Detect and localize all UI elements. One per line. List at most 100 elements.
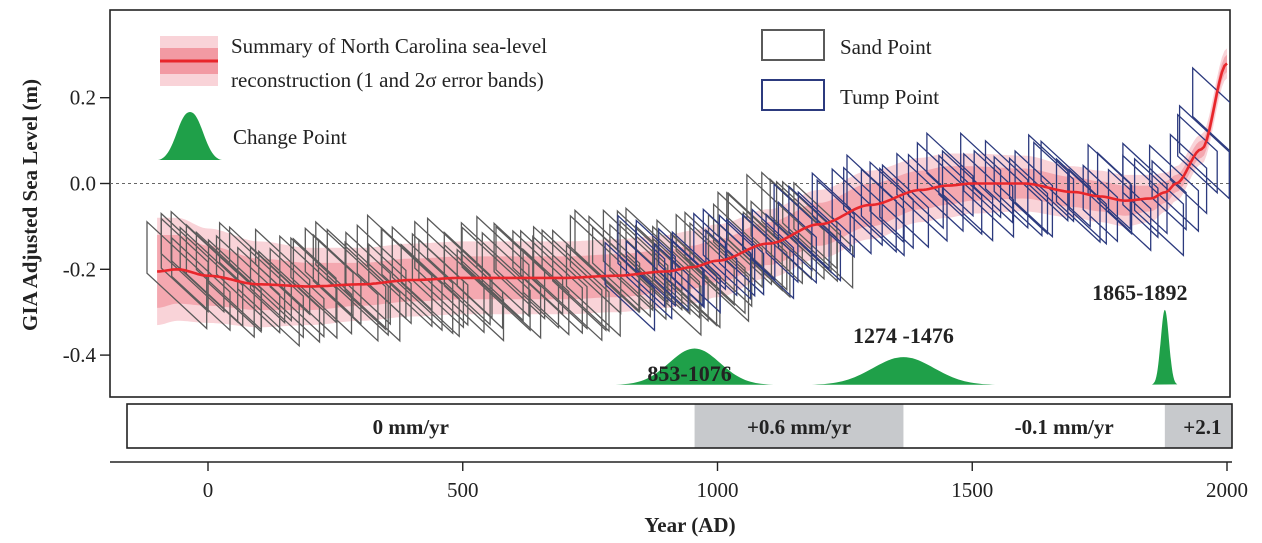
- sand-point-sample-box: [171, 236, 231, 332]
- sand-point-sample-box: [552, 229, 607, 332]
- tump-point-sample-box: [926, 131, 974, 218]
- x-tick-label: 0: [203, 478, 214, 502]
- tump-point-sample-box: [765, 212, 799, 284]
- sand-point-sample-box: [512, 229, 564, 316]
- tump-point-sample-box: [1008, 156, 1049, 236]
- sand-point-sample-box: [541, 228, 610, 333]
- sand-point-sample-box: [218, 221, 286, 325]
- tump-point-sample-box: [671, 230, 721, 314]
- tump-point-sample-box: [788, 184, 830, 271]
- y-axis-label: GIA Adjusted Sea Level (m): [18, 79, 42, 331]
- x-tick-label: 1500: [951, 478, 993, 502]
- sand-point-sample-box: [656, 218, 718, 327]
- tump-point-sample-box: [1055, 157, 1101, 244]
- change-point-distribution: [613, 348, 774, 385]
- sand-point-sample-box: [532, 225, 603, 342]
- sand-point-sample-box: [312, 233, 379, 343]
- x-axis-label: Year (AD): [644, 513, 735, 537]
- tump-point-sample-box: [777, 200, 817, 285]
- sand-point-sample-box: [292, 237, 337, 324]
- tump-point-sample-box: [1068, 168, 1107, 246]
- tump-point-sample-box: [1151, 159, 1187, 231]
- change-point-label: 1865-1892: [1092, 280, 1187, 305]
- tump-point-sample-box: [653, 242, 689, 313]
- y-tick-label: -0.4: [63, 343, 97, 367]
- sand-point-sample-box: [160, 212, 225, 314]
- tump-point-sample-box: [896, 152, 948, 243]
- tump-point-sample-box: [993, 155, 1043, 238]
- change-point-distribution: [1151, 309, 1178, 385]
- change-point-label: 853-1076: [647, 361, 731, 386]
- legend-sand-point-label: Sand Point: [840, 35, 932, 59]
- sand-point-sample-box: [625, 206, 691, 316]
- tump-point-sample-box: [617, 214, 666, 309]
- sand-point-sample-box: [609, 223, 654, 312]
- sand-point-sample-box: [476, 215, 530, 318]
- sand-point-sample-box: [418, 238, 469, 327]
- tump-point-sample-box: [1148, 144, 1200, 233]
- sand-point-sample-box: [619, 219, 669, 304]
- sand-point-sample-box: [290, 236, 353, 336]
- tump-point-sample-box: [938, 154, 983, 236]
- reconstruction-curve: [157, 62, 1228, 288]
- tump-point-sample-box: [702, 207, 752, 301]
- legend-tump-point-swatch: [761, 79, 825, 111]
- tump-point-sample-box: [1033, 141, 1075, 223]
- tump-point-sample-box: [1178, 104, 1230, 201]
- sand-point-sample-box: [461, 225, 531, 332]
- reconstruction-line: [157, 62, 1228, 288]
- rate-period-segment: [1164, 404, 1232, 448]
- tump-point-sample-box: [869, 160, 905, 244]
- sand-point-sample-box: [520, 229, 583, 335]
- rate-period-label: 0 mm/yr: [373, 415, 449, 439]
- sand-point-sample-box: [249, 245, 304, 339]
- rate-period-segment: [903, 404, 1165, 448]
- change-points: 853-1076 1274 -1476 1865-1892: [613, 280, 1188, 386]
- sand-point-sample-box: [793, 181, 838, 270]
- sand-point-sample-box: [460, 221, 524, 322]
- sand-point-sample-box: [315, 220, 387, 331]
- tump-point-sample-box: [811, 171, 851, 253]
- tump-point-sample-box: [797, 190, 842, 282]
- tump-point-sample-box: [860, 167, 905, 257]
- x-tick-label: 1000: [697, 478, 739, 502]
- tump-point-sample-box: [1177, 113, 1218, 195]
- tump-point-sample-box: [1192, 66, 1230, 152]
- tump-point-sample-box: [742, 213, 776, 281]
- tump-point-sample-box: [941, 149, 994, 242]
- tump-point-sample-box: [1133, 157, 1185, 257]
- tump-point-sample-box: [1040, 139, 1091, 228]
- tump-point-sample-box: [973, 149, 1014, 225]
- legend-reconstruction-label-1: Summary of North Carolina sea-level: [231, 34, 547, 58]
- legend-reconstruction-label-2: reconstruction (1 and 2σ error bands): [231, 68, 544, 92]
- sand-point-sample-box: [414, 220, 485, 334]
- sand-point-sample-box: [400, 243, 460, 338]
- sand-point-sample-box: [269, 247, 325, 339]
- sand-point-sample-box: [495, 225, 560, 330]
- sand-point-sample-box: [443, 243, 505, 342]
- tump-point-sample-box: [816, 178, 855, 259]
- tump-point-sample-box: [916, 141, 964, 233]
- y-tick-label: 0.0: [70, 172, 96, 196]
- rate-period-segment: [694, 404, 904, 448]
- legend-change-point-label: Change Point: [233, 125, 347, 149]
- tump-point-sample-box: [635, 219, 676, 308]
- sand-point-sample-box: [532, 235, 588, 330]
- y-axis: 0.2 0.0 -0.2 -0.4: [63, 86, 110, 367]
- tump-point-sample-box: [907, 153, 944, 230]
- sand-point-sample-box: [381, 226, 443, 332]
- sand-point-sample-box: [602, 208, 667, 321]
- plot-frame: [109, 9, 1231, 398]
- sand-point-sample-box: [368, 242, 412, 325]
- tump-point-sample-box: [1082, 164, 1119, 243]
- tump-point-sample-box: [726, 217, 765, 296]
- sand-point-sample-box: [304, 226, 354, 318]
- legend-change-point-swatch: [158, 112, 222, 160]
- legend: Summary of North Carolina sea-level reco…: [158, 29, 939, 160]
- sand-point-sample-box: [345, 231, 391, 326]
- y-tick-label: 0.2: [70, 86, 96, 110]
- tump-point-sample-box: [1028, 133, 1069, 223]
- tump-point-sample-box: [693, 212, 727, 291]
- legend-tump-point-label: Tump Point: [840, 85, 939, 109]
